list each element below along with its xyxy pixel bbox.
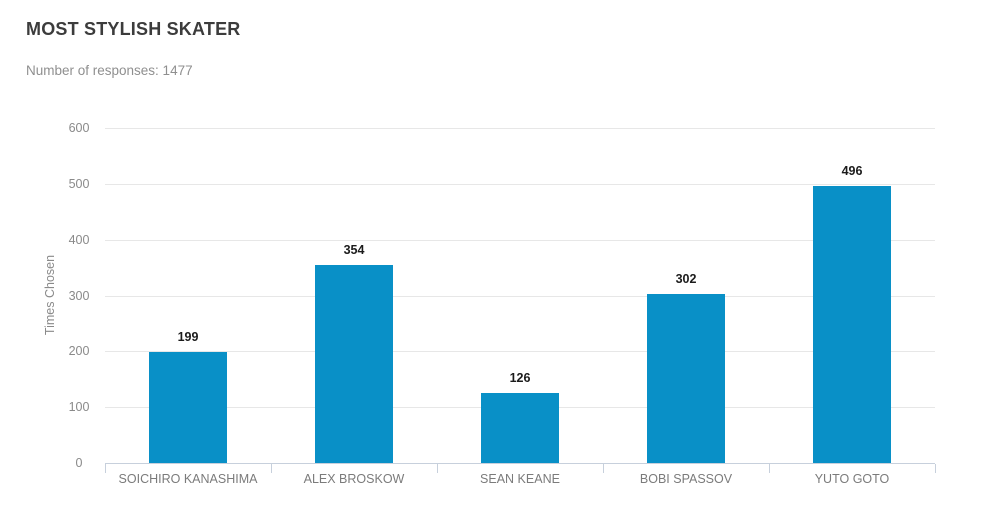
x-axis-tick [769,464,770,473]
bar [646,294,725,463]
x-axis-category-label: YUTO GOTO [814,472,890,486]
y-axis-title: Times Chosen [43,254,57,336]
x-axis-category-label: SOICHIRO KANASHIMA [118,472,258,486]
x-axis-tick [271,464,272,473]
y-axis-tick-label: 300 [68,288,90,303]
y-axis-tick-label: 200 [68,344,90,359]
bar [148,351,227,463]
bar-value-label: 496 [841,164,863,179]
bar [812,186,891,463]
x-axis-tick [437,464,438,473]
bar-chart-plot-area: 0 100 200 300 400 500 600 199 SOICHIRO KANASHIMA… [69,121,936,486]
bar-value-label: 302 [675,272,697,287]
y-axis-tick-label: 100 [68,400,90,415]
bar [314,265,393,463]
x-axis-tick [935,464,936,473]
bar [480,392,559,463]
bar-value-label: 354 [343,243,365,258]
chart-title: MOST STYLISH SKATER [26,19,241,39]
x-axis-category-label: SEAN KEANE [480,472,560,486]
x-axis-line [105,463,935,464]
y-axis-tick-label: 500 [68,176,90,191]
x-axis-tick [603,464,604,473]
gridline [105,295,935,297]
y-axis-tick-label: 400 [68,232,90,247]
gridline [105,239,935,241]
x-axis-tick [105,464,106,473]
response-count: Number of responses: 1477 [26,63,193,78]
bar-value-label: 126 [509,370,531,385]
y-axis-tick-label: 0 [75,456,83,470]
bar-value-label: 199 [177,329,199,344]
gridline [105,351,935,353]
x-axis-category-label: ALEX BROSKOW [303,472,405,486]
x-axis-category-label: BOBI SPASSOV [639,472,733,486]
gridline [105,128,935,129]
y-axis-tick-label: 600 [68,121,90,135]
gridline [105,183,935,185]
